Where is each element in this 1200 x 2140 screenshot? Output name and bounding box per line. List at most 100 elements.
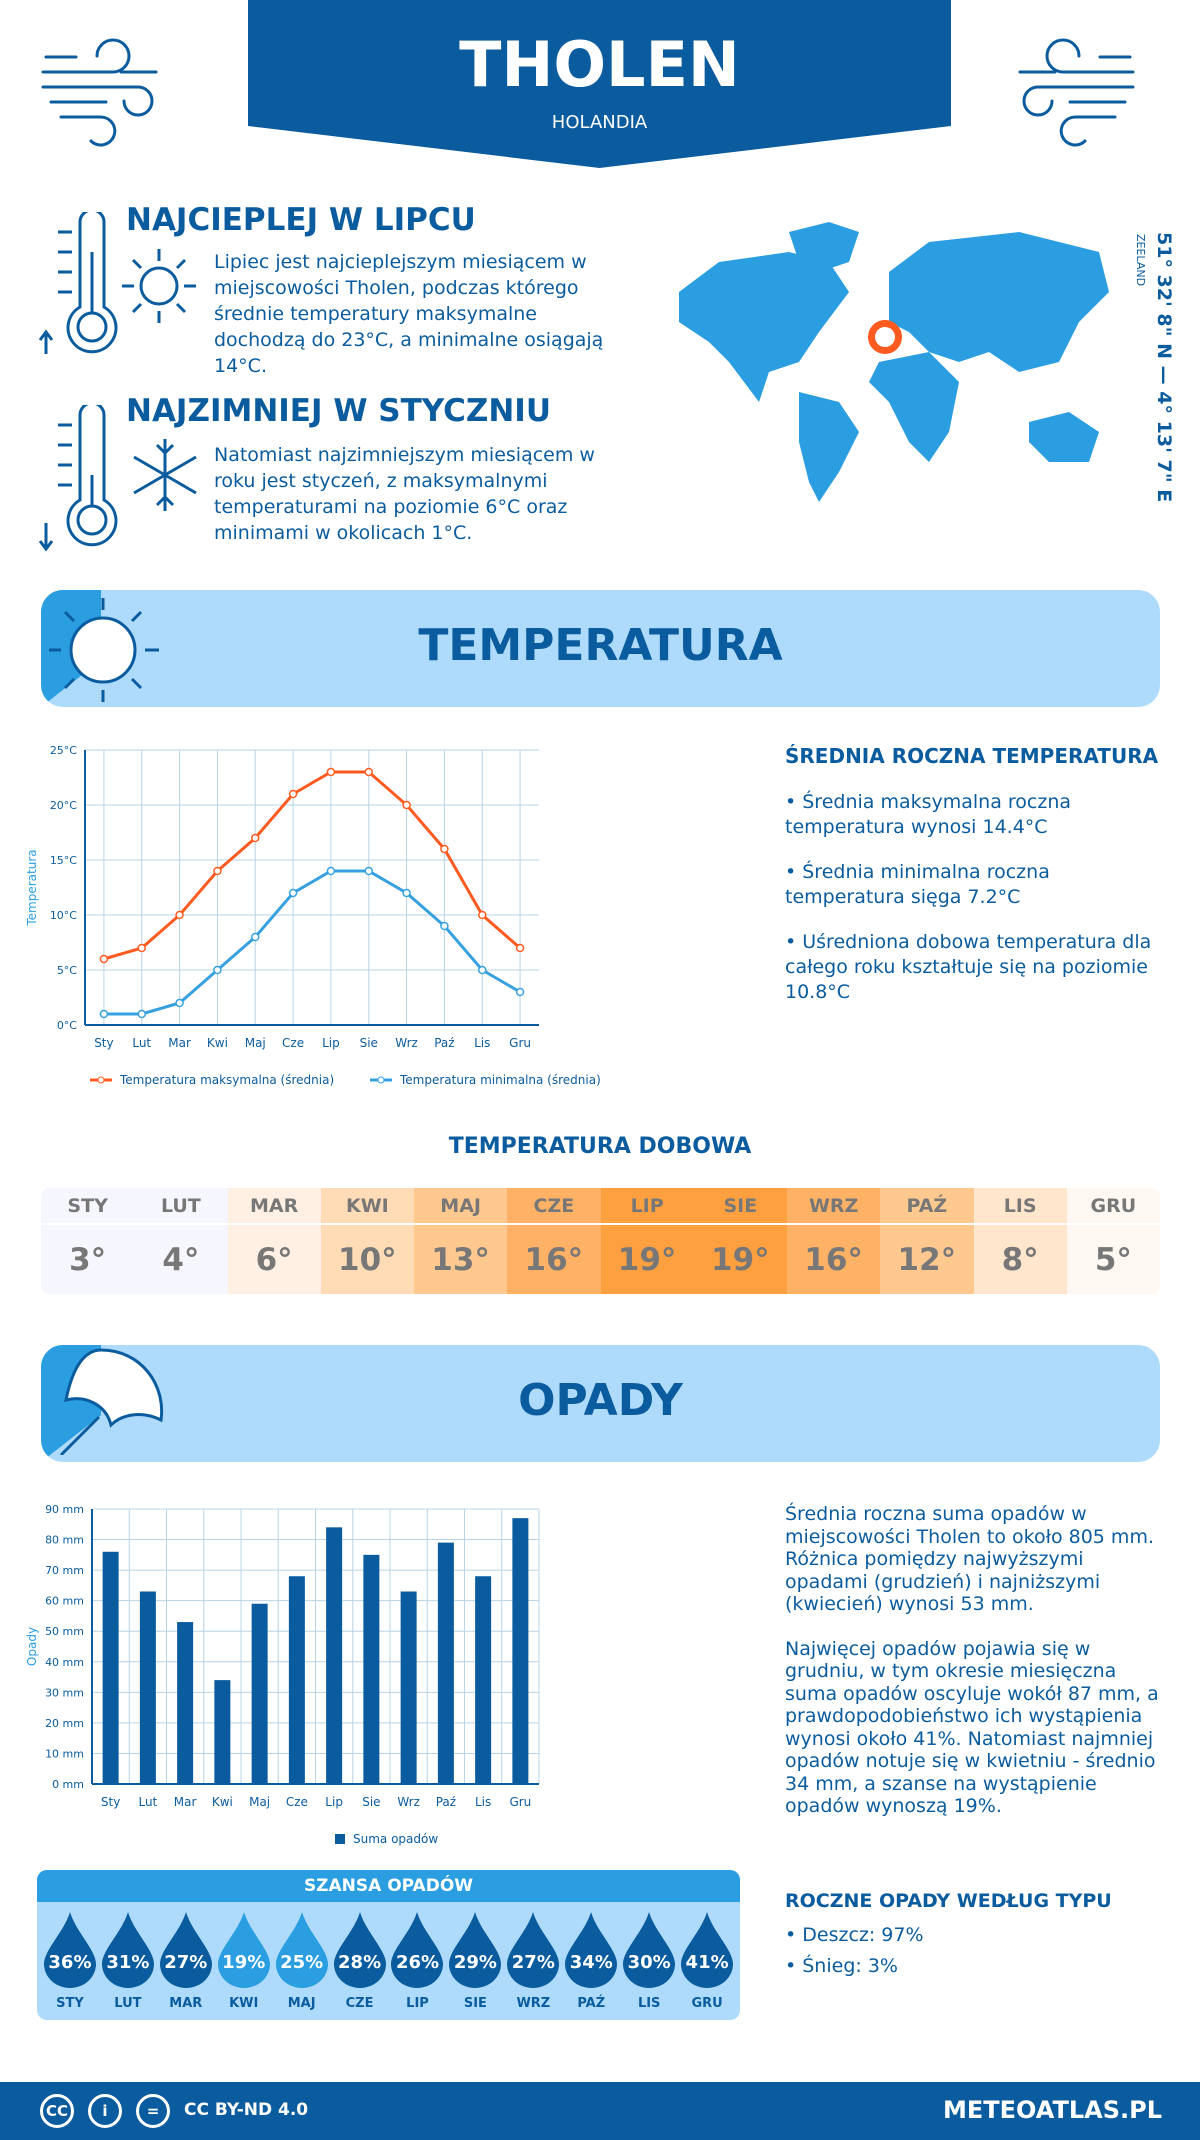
daily-col-0: STY 3° [41, 1188, 135, 1294]
warmest-title: NAJCIEPLEJ W LIPCU [126, 202, 476, 238]
raindrop-icon [449, 1912, 502, 1988]
summary-title: ŚREDNIA ROCZNA TEMPERATURA [785, 744, 1159, 768]
data-point [364, 767, 373, 777]
month-label: LUT [114, 1996, 142, 2011]
x-tick-label: Lis [475, 1795, 491, 1809]
raindrop-icon [507, 1912, 560, 1988]
month-label: LUT [134, 1188, 228, 1225]
x-tick-label: Wrz [395, 1036, 418, 1050]
thermometer-cold-icon [38, 405, 118, 552]
daily-col-9: PAŹ 12° [880, 1188, 974, 1294]
legend-label: Suma opadów [353, 1832, 438, 1846]
chance-value: 41% [685, 1952, 729, 1973]
precip-text: Średnia roczna suma opadów w miejscowośc… [785, 1503, 1154, 1615]
world-map [679, 222, 1109, 502]
bar [437, 1542, 454, 1784]
chance-title: SZANSA OPADÓW [37, 1870, 740, 1902]
daily-temp: 4° [162, 1241, 200, 1278]
y-tick-label: 10 mm [45, 1747, 84, 1760]
chance-value: 19% [222, 1952, 266, 1973]
daily-temp: 5° [1094, 1241, 1132, 1278]
legend-swatch [377, 1076, 385, 1084]
umbrella-icon [59, 1348, 164, 1455]
cc-icon: CC [40, 2094, 74, 2128]
data-point [213, 866, 222, 876]
month-label: LIP [406, 1996, 429, 2011]
series-line [103, 770, 522, 961]
month-label: LIS [973, 1188, 1067, 1225]
month-label: STY [41, 1188, 135, 1225]
sun-icon [122, 249, 196, 323]
y-tick-label: 15°C [50, 854, 77, 867]
x-tick-label: Gru [509, 1795, 531, 1809]
daily-col-7: SIE 19° [693, 1188, 787, 1294]
y-tick-label: 5°C [57, 964, 77, 977]
summary-bullet: • Średnia minimalna roczna temperatura s… [785, 861, 1050, 908]
x-tick-label: Maj [245, 1036, 266, 1050]
bar [400, 1591, 417, 1784]
thermometer-hot-icon [38, 212, 118, 354]
y-tick-label: 80 mm [45, 1534, 84, 1547]
month-label: CZE [345, 1996, 374, 2011]
data-point [288, 888, 298, 898]
bar [102, 1551, 119, 1784]
y-axis-label: Temperatura [25, 849, 39, 926]
month-label: MAJ [287, 1996, 316, 2011]
raindrop-icon [43, 1912, 96, 1988]
x-tick-label: Cze [286, 1795, 308, 1809]
chance-value: 28% [338, 1952, 382, 1973]
x-tick-label: Wrz [397, 1795, 420, 1809]
data-point [478, 910, 487, 920]
data-point [515, 943, 525, 953]
daily-col-1: LUT 4° [134, 1188, 228, 1294]
license: CC BY-ND 4.0 [184, 2100, 309, 2120]
temperature-chart: Temperatura 0°C 5°C 10°C 15°C 20°C 25°C Sty Lut M… [25, 744, 601, 1087]
precip-type-rain: • Deszcz: 97% [785, 1924, 924, 1946]
legend-swatch [335, 1834, 345, 1844]
snowflake-icon [133, 439, 197, 511]
summary-bullet: • Uśredniona dobowa temperatura dla całe… [785, 931, 1152, 1003]
data-point [478, 965, 487, 975]
bar [326, 1527, 343, 1784]
bar [251, 1603, 268, 1784]
daily-temp: 6° [255, 1241, 293, 1278]
raindrop-icon [391, 1912, 444, 1988]
country: HOLANDIA [551, 112, 648, 133]
x-tick-label: Lis [474, 1036, 490, 1050]
data-point [251, 932, 260, 942]
month-label: LIP [600, 1188, 694, 1225]
daily-temp: 12° [897, 1241, 957, 1278]
x-tick-label: Paź [434, 1036, 454, 1050]
month-label: GRU [1066, 1188, 1160, 1225]
x-tick-label: Lut [132, 1036, 151, 1050]
bar [363, 1554, 380, 1784]
y-tick-label: 30 mm [45, 1686, 84, 1699]
warmest-text: Lipiec jest najcieplejszym miesiącem w m… [214, 251, 604, 377]
chance-item: 27% MAR [157, 1912, 215, 2011]
chance-value: 25% [280, 1952, 324, 1973]
daily-temperature-table: STY 3° LUT 4° MAR 6° KWI 10° MAJ 13° CZE 16° LIP 19° S… [41, 1188, 1160, 1294]
site-link[interactable]: METEOATLAS.PL [942, 2096, 1162, 2124]
daily-temp: 16° [524, 1241, 584, 1278]
chance-item: 30% LIS [620, 1912, 678, 2011]
month-label: MAR [169, 1996, 203, 2011]
month-label: SIE [693, 1188, 787, 1225]
data-point [440, 921, 449, 931]
coldest-title: NAJZIMNIEJ W STYCZNIU [126, 393, 551, 429]
data-point [364, 866, 373, 876]
data-point [251, 833, 260, 843]
data-point [213, 965, 222, 975]
chance-value: 29% [453, 1952, 497, 1973]
y-tick-label: 10°C [50, 909, 77, 922]
no-derivatives-icon: = [136, 2094, 170, 2128]
chance-item: 25% MAJ [273, 1912, 331, 2011]
month-label: STY [56, 1996, 84, 2011]
chance-item: 19% KWI [215, 1912, 273, 2011]
chance-value: 34% [569, 1952, 613, 1973]
month-label: MAJ [414, 1188, 508, 1225]
x-tick-label: Cze [282, 1036, 304, 1050]
bar [214, 1680, 231, 1784]
daily-col-3: KWI 10° [320, 1188, 414, 1294]
data-point [137, 943, 146, 953]
data-point [99, 954, 109, 964]
